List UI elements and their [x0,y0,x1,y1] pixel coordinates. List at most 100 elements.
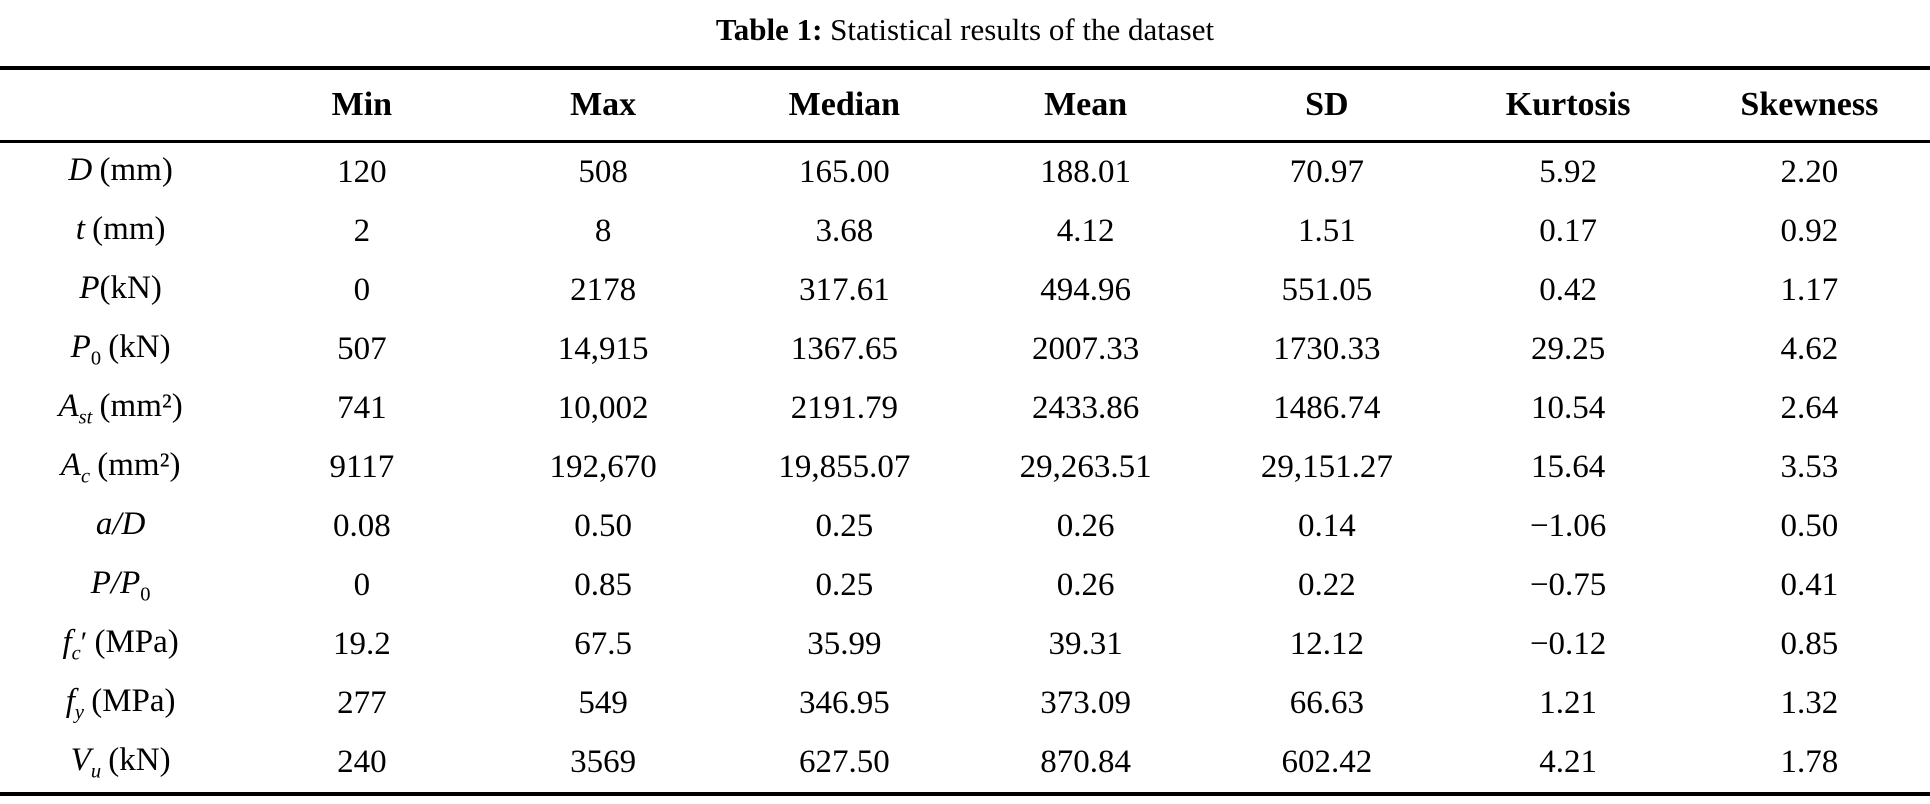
table-header: Min Max Median Mean SD Kurtosis Skewness [0,68,1930,143]
stat-cell-kurtosis: 0.42 [1539,272,1597,308]
row-subscript: y [74,701,84,724]
row-symbol: P/P [90,564,141,601]
stat-cell-median: 1367.65 [790,331,898,367]
stat-cell-skewness: 4.62 [1780,331,1839,367]
row-unit: (MPa) [94,623,179,660]
row-unit: (mm) [92,210,166,247]
stat-cell-mean: 39.31 [1048,626,1123,662]
stat-cell-skewness: 0.92 [1780,213,1839,249]
table-caption-text: Statistical results of the dataset [830,12,1215,47]
stat-cell-kurtosis: 29.25 [1531,331,1606,367]
stat-cell-max: 508 [578,154,628,190]
header-cell-skewness: Skewness [1688,68,1930,143]
stat-cell-skewness: 0.41 [1780,567,1839,603]
row-label: fy (MPa) [0,674,241,733]
row-label: t (mm) [0,202,241,261]
stat-cell-kurtosis: −0.12 [1529,626,1607,662]
header-cell-min: Min [241,68,483,143]
stat-cell-min: 120 [337,154,387,190]
header-cell-mean: Mean [965,68,1207,143]
stat-cell-mean: 29,263.51 [1019,449,1152,485]
header-cell-max: Max [482,68,724,143]
stat-cell-max: 3569 [570,744,637,780]
row-symbol: A [60,446,81,483]
stat-cell-skewness: 1.78 [1780,744,1839,780]
table-row: Vu (kN) 240 3569 627.50 870.84 602.42 4.2… [0,733,1930,794]
stat-cell-max: 14,915 [557,331,649,367]
stat-cell-sd: 0.22 [1298,567,1356,603]
stat-cell-sd: 551.05 [1281,272,1373,308]
stat-cell-sd: 1730.33 [1273,331,1381,367]
row-symbol: t [75,210,85,247]
header-cell-sd: SD [1206,68,1448,143]
row-symbol: P [79,269,100,306]
table-row: D (mm) 120 508 165.00 188.01 70.97 5.92 2… [0,142,1930,203]
row-prime: ′ [80,626,88,659]
row-label: fc′ (MPa) [0,615,241,674]
stat-cell-skewness: 1.32 [1780,685,1839,721]
stat-cell-median: 19,855.07 [778,449,911,485]
stat-cell-skewness: 1.17 [1780,272,1839,308]
row-label: P0 (kN) [0,320,241,379]
stat-cell-kurtosis: 5.92 [1539,154,1597,190]
row-subscript: 0 [90,347,102,370]
stat-cell-kurtosis: 15.64 [1531,449,1606,485]
row-label: Ac (mm²) [0,438,241,497]
stat-cell-sd: 1486.74 [1273,390,1381,426]
stat-cell-max: 8 [594,213,612,249]
row-symbol: f [65,682,75,719]
row-subscript: st [78,406,93,429]
stat-cell-mean: 0.26 [1056,567,1115,603]
stat-cell-kurtosis: 1.21 [1539,685,1597,721]
stat-cell-mean: 188.01 [1040,154,1131,190]
stat-cell-kurtosis: 0.17 [1539,213,1597,249]
stat-cell-sd: 70.97 [1289,154,1364,190]
table-row: P0 (kN) 507 14,915 1367.65 2007.33 1730.3… [0,320,1930,379]
row-subscript: c [80,465,91,488]
row-unit: (mm²) [99,387,183,424]
stat-cell-max: 10,002 [557,390,649,426]
table-body: D (mm) 120 508 165.00 188.01 70.97 5.92 2… [0,142,1930,795]
stat-cell-min: 0 [353,567,371,603]
stat-cell-kurtosis: −1.06 [1529,508,1607,544]
stat-cell-median: 165.00 [799,154,890,190]
stat-cell-sd: 66.63 [1289,685,1364,721]
stat-cell-mean: 373.09 [1040,685,1131,721]
stat-cell-median: 346.95 [799,685,890,721]
stat-cell-mean: 4.12 [1056,213,1115,249]
row-unit: (kN) [108,741,171,778]
stat-cell-min: 9117 [329,449,395,485]
stat-cell-mean: 494.96 [1040,272,1131,308]
table-row: P/P0 0 0.85 0.25 0.26 0.22 −0.75 0.41 [0,556,1930,615]
stat-cell-median: 0.25 [815,567,874,603]
row-unit: (kN) [99,269,162,306]
stat-cell-min: 277 [337,685,387,721]
stat-cell-median: 35.99 [807,626,882,662]
row-label: Vu (kN) [0,733,241,794]
stat-cell-sd: 1.51 [1298,213,1356,249]
stat-cell-sd: 29,151.27 [1260,449,1393,485]
row-unit: (mm) [99,151,173,188]
stat-cell-min: 19.2 [333,626,391,662]
row-symbol: a/D [95,505,146,542]
row-subscript: 0 [140,583,151,606]
row-symbol: P [70,328,91,365]
row-subscript: c [71,642,81,665]
table-row: Ast (mm²) 741 10,002 2191.79 2433.86 1486… [0,379,1930,438]
row-label: a/D [0,497,241,556]
row-symbol: A [58,387,79,424]
row-label: P(kN) [0,261,241,320]
stat-cell-median: 317.61 [799,272,890,308]
table-caption-label: Table 1: [715,12,823,47]
stat-cell-skewness: 2.20 [1780,154,1839,190]
table-caption: Table 1: Statistical results of the data… [0,0,1930,66]
stat-cell-kurtosis: 10.54 [1531,390,1606,426]
stat-cell-mean: 2433.86 [1032,390,1140,426]
stat-cell-min: 741 [337,390,387,426]
header-cell-kurtosis: Kurtosis [1447,68,1689,143]
table-row: P(kN) 0 2178 317.61 494.96 551.05 0.42 1… [0,261,1930,320]
row-symbol: V [70,741,91,778]
table-row: t (mm) 2 8 3.68 4.12 1.51 0.17 0.92 [0,202,1930,261]
header-cell-blank [0,68,242,143]
